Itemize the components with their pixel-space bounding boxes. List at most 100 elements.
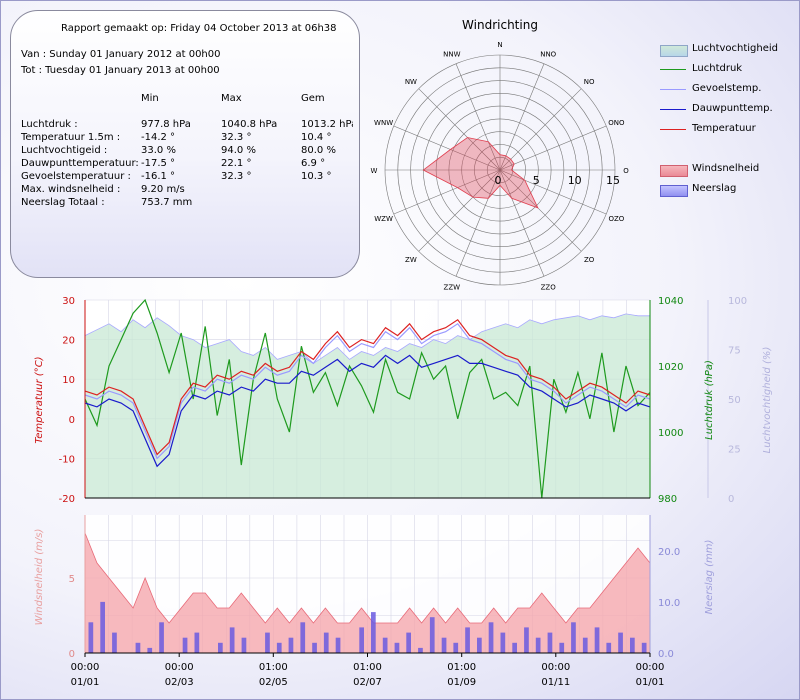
legend-item: Luchtvochtigheid [660, 43, 800, 57]
windrose-spoke [455, 63, 501, 171]
rain-bar [288, 637, 294, 653]
rain-bar [406, 632, 411, 653]
windrose-direction-label: ZO [584, 256, 595, 264]
rain-bar [418, 647, 423, 653]
rain-bar [112, 632, 117, 653]
statistics-panel: Rapport gemaakt op: Friday 04 October 20… [10, 10, 360, 278]
stat-min: -16.1 ° [141, 171, 176, 182]
period-from-text: Van : Sunday 01 January 2012 at 00h00 [21, 49, 221, 60]
y-tick-label-temperature: 0 [69, 415, 75, 426]
windrose-direction-label: NW [405, 78, 417, 86]
rain-bar [265, 632, 270, 653]
x-tick-label-time: 01:00 [447, 662, 476, 673]
windrose-direction-label: N [497, 41, 502, 49]
x-tick-label-time: 00:00 [71, 662, 100, 673]
x-tick-label-time: 00:00 [636, 662, 665, 673]
stat-avg: 6.9 ° [301, 158, 326, 169]
col-avg-header: Gem [301, 93, 325, 104]
legend-item: Neerslag [660, 183, 800, 197]
y-tick-label-humidity: 25 [728, 445, 741, 456]
stat-avg: 1013.2 hPa [301, 119, 353, 130]
x-tick-label-date: 01/01 [636, 677, 665, 688]
windrose-radial-tick: 5 [533, 174, 540, 187]
max-wind-label: Max. windsnelheid : [21, 184, 121, 195]
windrose-spoke [499, 125, 607, 171]
rain-bar [229, 627, 235, 653]
rain-bar [512, 642, 517, 653]
stat-max: 22.1 ° [221, 158, 252, 169]
line-series-temperatuur [84, 318, 651, 456]
y-tick-label-pressure: 1020 [658, 362, 683, 373]
stat-avg: 10.3 ° [301, 171, 332, 182]
y-tick-label-temperature: 30 [62, 296, 75, 307]
stat-label: Temperatuur 1.5m : [21, 132, 121, 143]
col-min-header: Min [141, 93, 159, 104]
y-tick-label-temperature: 10 [62, 375, 75, 386]
windrose-spoke [418, 169, 501, 252]
rain-bar [88, 622, 94, 653]
rain-bar [524, 627, 529, 653]
rain-bar [465, 627, 470, 653]
period-to-text: Tot : Tuesday 01 January 2013 at 00h00 [21, 65, 220, 76]
x-tick-label-time: 00:00 [541, 662, 570, 673]
legend-label: Windsnelheid [692, 163, 760, 174]
x-tick-label-time: 01:00 [353, 662, 382, 673]
legend-item: Dauwpunttemp. [660, 103, 800, 117]
stat-max: 32.3 ° [221, 171, 252, 182]
rain-bar [218, 642, 223, 653]
x-tick-label-time: 01:00 [259, 662, 288, 673]
rain-bar [241, 637, 247, 653]
rain-bar [429, 617, 435, 653]
legend-swatch [660, 69, 686, 70]
windrose-radial-tick: 0 [495, 174, 502, 187]
rain-bar [547, 632, 553, 653]
stat-label: Gevoelstemperatuur : [21, 171, 131, 182]
stat-max: 32.3 ° [221, 132, 252, 143]
rain-bar [535, 637, 541, 653]
windrose-title: Windrichting [462, 18, 538, 32]
stat-label: Luchtvochtigeid : [21, 145, 108, 156]
line-series-gevoelstemp [84, 322, 651, 460]
windrose-spoke [499, 88, 582, 171]
line-series-dauwpunttemp [84, 354, 651, 468]
rain-bar [630, 637, 635, 653]
stat-label: Luchtdruk : [21, 119, 78, 130]
legend-label: Temperatuur [692, 123, 756, 134]
y-tick-label-rain: 20.0 [658, 547, 680, 558]
x-tick-label-date: 01/01 [71, 677, 100, 688]
weather-timeseries-chart: -20-100102030980100010201040025507510005… [34, 296, 773, 688]
rain-bar [147, 647, 153, 653]
windrose-radial-tick: 15 [606, 174, 620, 187]
legend-swatch [660, 89, 686, 90]
legend-swatch [660, 165, 688, 177]
legend-label: Luchtdruk [692, 63, 743, 74]
windrose-spoke [393, 125, 501, 171]
x-tick-label-date: 02/05 [259, 677, 288, 688]
rain-bar [371, 612, 376, 653]
x-tick-label-date: 01/09 [447, 677, 476, 688]
stat-max: 94.0 % [221, 145, 256, 156]
col-max-header: Max [221, 93, 242, 104]
rain-bar [382, 637, 388, 653]
stat-max: 1040.8 hPa [221, 119, 278, 130]
y-tick-label-humidity: 100 [728, 296, 747, 307]
windrose-direction-label: NNO [540, 51, 556, 59]
legend-item: Luchtdruk [660, 63, 800, 77]
windrose-direction-label: ZZW [444, 283, 461, 290]
rain-bar [606, 642, 612, 653]
line-series-luchtdruk [84, 298, 651, 499]
y-axis-label-humidity: Luchtvochtigheid (%) [762, 347, 773, 454]
y-tick-label-pressure: 1000 [658, 428, 683, 439]
windrose-direction-label: ONO [608, 119, 625, 127]
windrose-spoke [393, 169, 501, 215]
rain-bar [312, 642, 317, 653]
rain-bar [194, 632, 200, 653]
windrose-direction-label: ZZO [541, 283, 557, 290]
windrose-direction-label: NNW [443, 51, 460, 59]
rain-bar [453, 642, 459, 653]
rain-bar [571, 622, 576, 653]
y-tick-label-temperature: 20 [62, 336, 75, 347]
stat-avg: 10.4 ° [301, 132, 332, 143]
legend-label: Neerslag [692, 183, 737, 194]
rain-bar [276, 642, 282, 653]
